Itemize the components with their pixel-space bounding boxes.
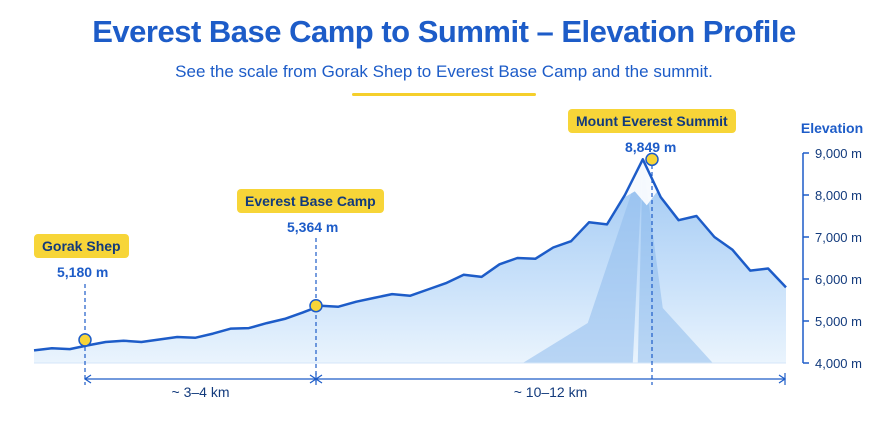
gorak-shep-label: Gorak Shep (34, 234, 129, 258)
ridge-shadow-right (637, 159, 713, 363)
distance-gorak-to-ebc-arrow-left (83, 374, 92, 384)
summit-label: Mount Everest Summit (568, 109, 736, 133)
y-tick-label: 6,000 m (815, 272, 862, 287)
profile-line (33, 158, 787, 352)
everest-base-camp-elevation: 5,364 m (287, 219, 339, 235)
y-tick-label: 9,000 m (815, 146, 862, 161)
snow-cap (620, 159, 673, 206)
chart-title: Everest Base Camp to Summit – Elevation … (92, 14, 796, 49)
y-axis-title: Elevation (801, 120, 863, 136)
gorak-shep-elevation: 5,180 m (57, 264, 109, 280)
ridge-shadow-left (522, 159, 643, 363)
distance-ebc-to-summit-arrow-left (314, 374, 323, 384)
everest-base-camp-marker (309, 298, 323, 313)
distance-ebc-to-summit-label: ~ 10–12 km (514, 384, 588, 400)
y-tick-label: 8,000 m (815, 188, 862, 203)
y-tick-label: 4,000 m (815, 356, 862, 371)
chart-subtitle: See the scale from Gorak Shep to Everest… (175, 62, 713, 81)
summit-elevation: 8,849 m (625, 139, 677, 155)
y-tick-label: 5,000 m (815, 314, 862, 329)
distance-gorak-to-ebc-label: ~ 3–4 km (172, 384, 230, 400)
everest-base-camp-label: Everest Base Camp (237, 189, 384, 213)
gorak-shep-marker (78, 333, 92, 347)
title-underline (352, 93, 536, 96)
summit-marker (645, 152, 659, 167)
y-tick-label: 7,000 m (815, 230, 862, 245)
